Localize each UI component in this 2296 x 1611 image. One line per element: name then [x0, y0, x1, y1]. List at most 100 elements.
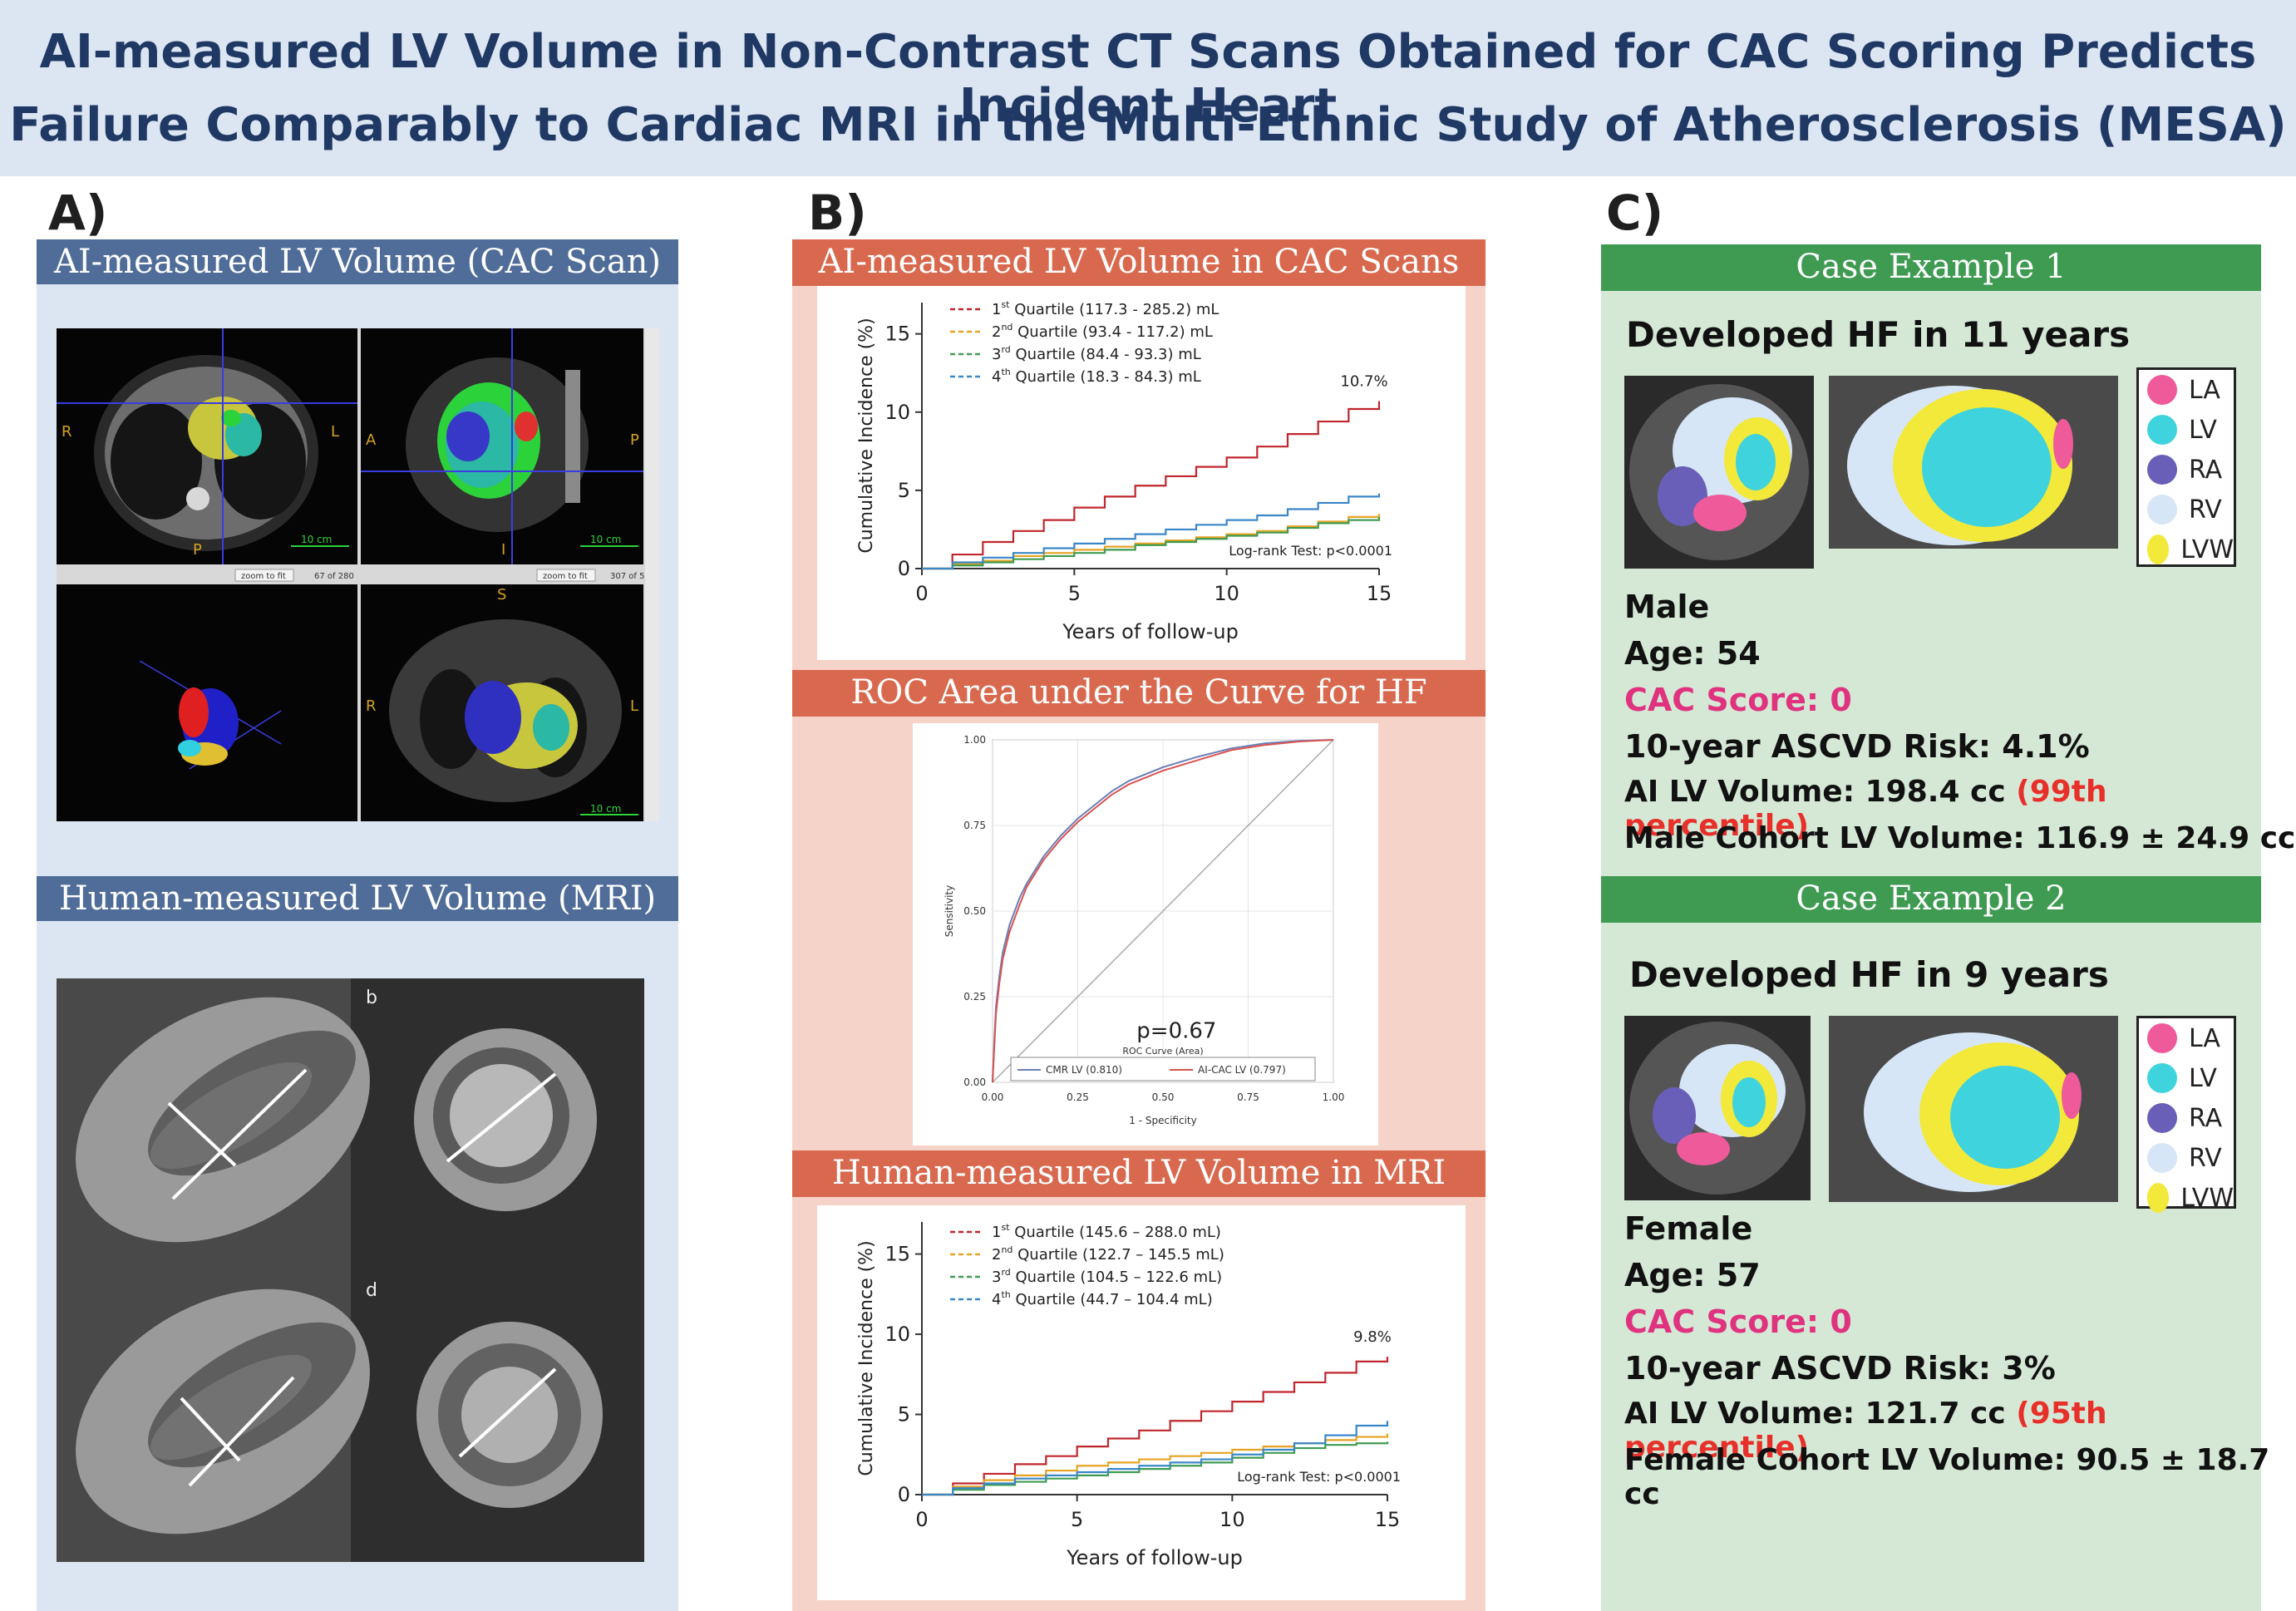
- legend-label: RA: [2189, 1103, 2223, 1133]
- case1-cac: CAC Score: 0: [1624, 682, 1852, 718]
- series-line: [922, 1421, 1389, 1496]
- panel-b-letter: B): [808, 185, 867, 241]
- y-tick-label: 5: [898, 1403, 910, 1426]
- roc-curve: [992, 739, 1334, 1083]
- case1-legend-rv: RV: [2139, 490, 2234, 530]
- case2-cohort: Female Cohort LV Volume: 90.5 ± 18.7 cc: [1624, 1443, 2270, 1511]
- ct-scale-2: 10 cm: [590, 534, 621, 545]
- case2-axial-image: [1624, 1016, 1811, 1200]
- case1-header: Case Example 1: [1601, 244, 2261, 291]
- case1-ai-lv: AI LV Volume: 198.4 cc (99th percentile): [1624, 775, 2296, 843]
- km-ct-chart: 0 5 10 15 0 5 10 15 Years of follow-up Cumulative…: [817, 286, 1466, 660]
- case1-legend: LA LV RA RV LVW: [2136, 367, 2236, 567]
- rv-swatch-icon: [2147, 495, 2177, 525]
- reference-diagonal: [992, 739, 1334, 1083]
- ct-zoom-1: zoom to fit: [241, 572, 286, 581]
- ct-label-l: L: [331, 423, 339, 441]
- case2-legend-ra: RA: [2139, 1098, 2234, 1138]
- case2-legend: LA LV RA RV LVW: [2136, 1016, 2236, 1213]
- legend-label: LVW: [2180, 1183, 2234, 1213]
- y-tick-label: 5: [898, 479, 910, 502]
- y-tick-label: 0: [898, 1483, 910, 1506]
- panel-a-letter: A): [48, 185, 108, 241]
- case2-axial-svg: [1629, 1022, 1806, 1195]
- ct-label-p: P: [193, 541, 202, 559]
- case2-short-axis-svg: [1829, 1016, 2118, 1202]
- legend-label: LVW: [2180, 535, 2234, 564]
- log-rank-test: Log-rank Test: p<0.0001: [1237, 1469, 1401, 1485]
- series-line: [922, 401, 1381, 570]
- km-mri-chart-svg: 0 5 10 15 0 5 10 15 Years of follow-up Cumulative…: [856, 1222, 1401, 1569]
- case1-legend-lv: LV: [2139, 410, 2234, 450]
- series-line: [922, 516, 1381, 570]
- lvw-swatch-icon: [2147, 1183, 2170, 1213]
- case1-axial-svg: [1629, 384, 1809, 560]
- ct-scale-1: 10 cm: [301, 534, 332, 545]
- ct-scale-3: 10 cm: [590, 803, 621, 815]
- title-line-1: AI-measured LV Volume in Non-Contrast CT…: [39, 25, 2257, 133]
- ct-label-l2: L: [630, 697, 638, 715]
- case2-ascvd: 10-year ASCVD Risk: 3%: [1624, 1350, 2056, 1387]
- y-tick-label: 0.75: [963, 820, 986, 831]
- ct-axial-view: [94, 355, 318, 551]
- case1-ai-lv-value: AI LV Volume: 198.4 cc: [1624, 775, 2017, 809]
- legend-label: 2nd Quartile (122.7 – 145.5 mL): [992, 1244, 1224, 1264]
- y-axis-label: Cumulative Incidence (%): [856, 1240, 877, 1476]
- y-tick-label: 15: [884, 323, 910, 346]
- case1-legend-ra: RA: [2139, 450, 2234, 490]
- legend-label: 3rd Quartile (84.4 - 93.3) mL: [992, 344, 1201, 363]
- legend-label: RA: [2189, 455, 2223, 485]
- ct-label-s: S: [497, 586, 506, 604]
- y-tick-label: 0.00: [963, 1076, 986, 1088]
- y-tick-label: 0.25: [963, 991, 986, 1003]
- y-tick-label: 0: [898, 557, 910, 580]
- x-tick-label: 10: [1214, 582, 1239, 605]
- case1-short-axis-image: [1829, 376, 2118, 549]
- y-tick-label: 1.00: [963, 734, 986, 746]
- case1-axial-image: [1624, 376, 1814, 569]
- case1-ai-lv-percentile: (99th percentile): [1624, 775, 2107, 843]
- x-axis-label: Years of follow-up: [1062, 620, 1239, 643]
- ct-coronal-view: [389, 619, 622, 802]
- roc-legend-label: CMR LV (0.810): [1046, 1064, 1122, 1076]
- legend-label: LV: [2189, 415, 2217, 445]
- legend-label: RV: [2189, 1143, 2222, 1173]
- case2-cac: CAC Score: 0: [1624, 1303, 1852, 1340]
- case2-age: Age: 57: [1624, 1257, 1761, 1293]
- legend-label: 4th Quartile (44.7 – 104.4 mL): [992, 1289, 1213, 1308]
- rv-swatch-icon: [2147, 1143, 2177, 1173]
- panel-a-mri-header: Human-measured LV Volume (MRI): [37, 876, 678, 921]
- mri-grid-svg: b d: [57, 978, 644, 1562]
- case2-legend-lvw: LVW: [2139, 1178, 2234, 1218]
- y-axis-label: Cumulative Incidence (%): [856, 318, 877, 553]
- case1-age: Age: 54: [1624, 635, 1761, 672]
- title-line-2: Failure Comparably to Cardiac MRI in the…: [9, 98, 2287, 152]
- x-tick-label: 0.00: [982, 1091, 1004, 1103]
- ct-label-i: I: [501, 541, 505, 559]
- la-swatch-icon: [2147, 1023, 2177, 1053]
- log-rank-test: Log-rank Test: p<0.0001: [1229, 543, 1392, 559]
- y-tick-label: 0.50: [963, 905, 986, 917]
- ct-label-p2: P: [630, 431, 639, 449]
- x-axis-label: Years of follow-up: [1066, 1546, 1243, 1569]
- km-mri-chart: 0 5 10 15 0 5 10 15 Years of follow-up Cumulative…: [817, 1205, 1466, 1600]
- endpoint-annotation: 9.8%: [1353, 1328, 1392, 1346]
- y-axis-label: Sensitivity: [944, 885, 955, 937]
- legend-label: 1st Quartile (145.6 – 288.0 mL): [992, 1222, 1221, 1241]
- ct-viewer: R L P A P I 10 cm 10 cm zoom to fit 67 o…: [57, 328, 659, 821]
- la-swatch-icon: [2147, 375, 2177, 405]
- ra-swatch-icon: [2147, 1103, 2177, 1133]
- panel-c-letter: C): [1606, 185, 1664, 241]
- case2-short-axis-image: [1829, 1016, 2118, 1202]
- legend-label: 2nd Quartile (93.4 - 117.2) mL: [992, 322, 1213, 341]
- panel-b-km-ct-header: AI-measured LV Volume in CAC Scans: [792, 239, 1486, 286]
- case1-developed: Developed HF in 11 years: [1626, 314, 2131, 355]
- x-tick-label: 5: [1068, 582, 1081, 605]
- roc-curve: [992, 739, 1334, 1083]
- mri-label-b: b: [366, 988, 377, 1008]
- ct-label-r: R: [62, 423, 72, 441]
- lv-swatch-icon: [2147, 1063, 2177, 1093]
- legend-label: LA: [2189, 1023, 2220, 1053]
- legend-label: LV: [2189, 1063, 2217, 1093]
- case2-legend-lv: LV: [2139, 1058, 2234, 1098]
